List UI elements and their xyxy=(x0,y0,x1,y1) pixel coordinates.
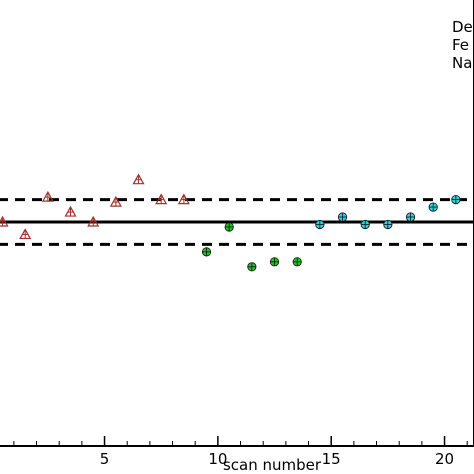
data-point-s3-4 xyxy=(383,219,393,230)
data-point-s2-2 xyxy=(224,222,234,232)
x-tick-label-15: 15 xyxy=(322,450,341,468)
data-point-s1-3 xyxy=(41,190,54,202)
x-tick-label-20: 20 xyxy=(435,450,454,468)
data-point-s2-5 xyxy=(292,257,302,267)
data-point-s1-1 xyxy=(0,215,9,227)
data-point-s3-7 xyxy=(451,195,461,205)
reference-lines xyxy=(0,198,474,246)
data-point-s3-1 xyxy=(315,219,325,230)
data-point-s3-3 xyxy=(360,219,370,230)
data-point-s1-2 xyxy=(19,228,32,240)
legend-entry-3: Na xyxy=(452,54,472,72)
x-axis-ticks: 5 10 15 20 xyxy=(13,436,468,468)
data-points xyxy=(0,173,461,272)
data-point-s3-6 xyxy=(428,202,438,212)
data-point-s2-4 xyxy=(269,257,280,267)
data-point-s1-9 xyxy=(177,193,190,205)
plot-frame xyxy=(0,0,474,447)
data-point-s1-5 xyxy=(87,215,100,227)
data-point-s2-1 xyxy=(201,247,212,257)
legend-entry-1: De xyxy=(452,18,473,36)
data-point-s1-7 xyxy=(132,173,145,185)
data-point-s1-6 xyxy=(109,195,122,207)
data-point-s3-2 xyxy=(337,212,348,222)
data-point-s3-5 xyxy=(405,212,416,222)
x-tick-label-10: 10 xyxy=(208,450,227,468)
data-point-s1-8 xyxy=(155,193,168,205)
legend-entry-2: Fe xyxy=(452,36,469,54)
data-point-s1-4 xyxy=(64,205,77,217)
x-axis-label: scan number xyxy=(223,456,322,474)
plot-border xyxy=(0,0,474,447)
x-tick-label-5: 5 xyxy=(100,450,110,468)
data-point-s2-3 xyxy=(247,262,257,272)
